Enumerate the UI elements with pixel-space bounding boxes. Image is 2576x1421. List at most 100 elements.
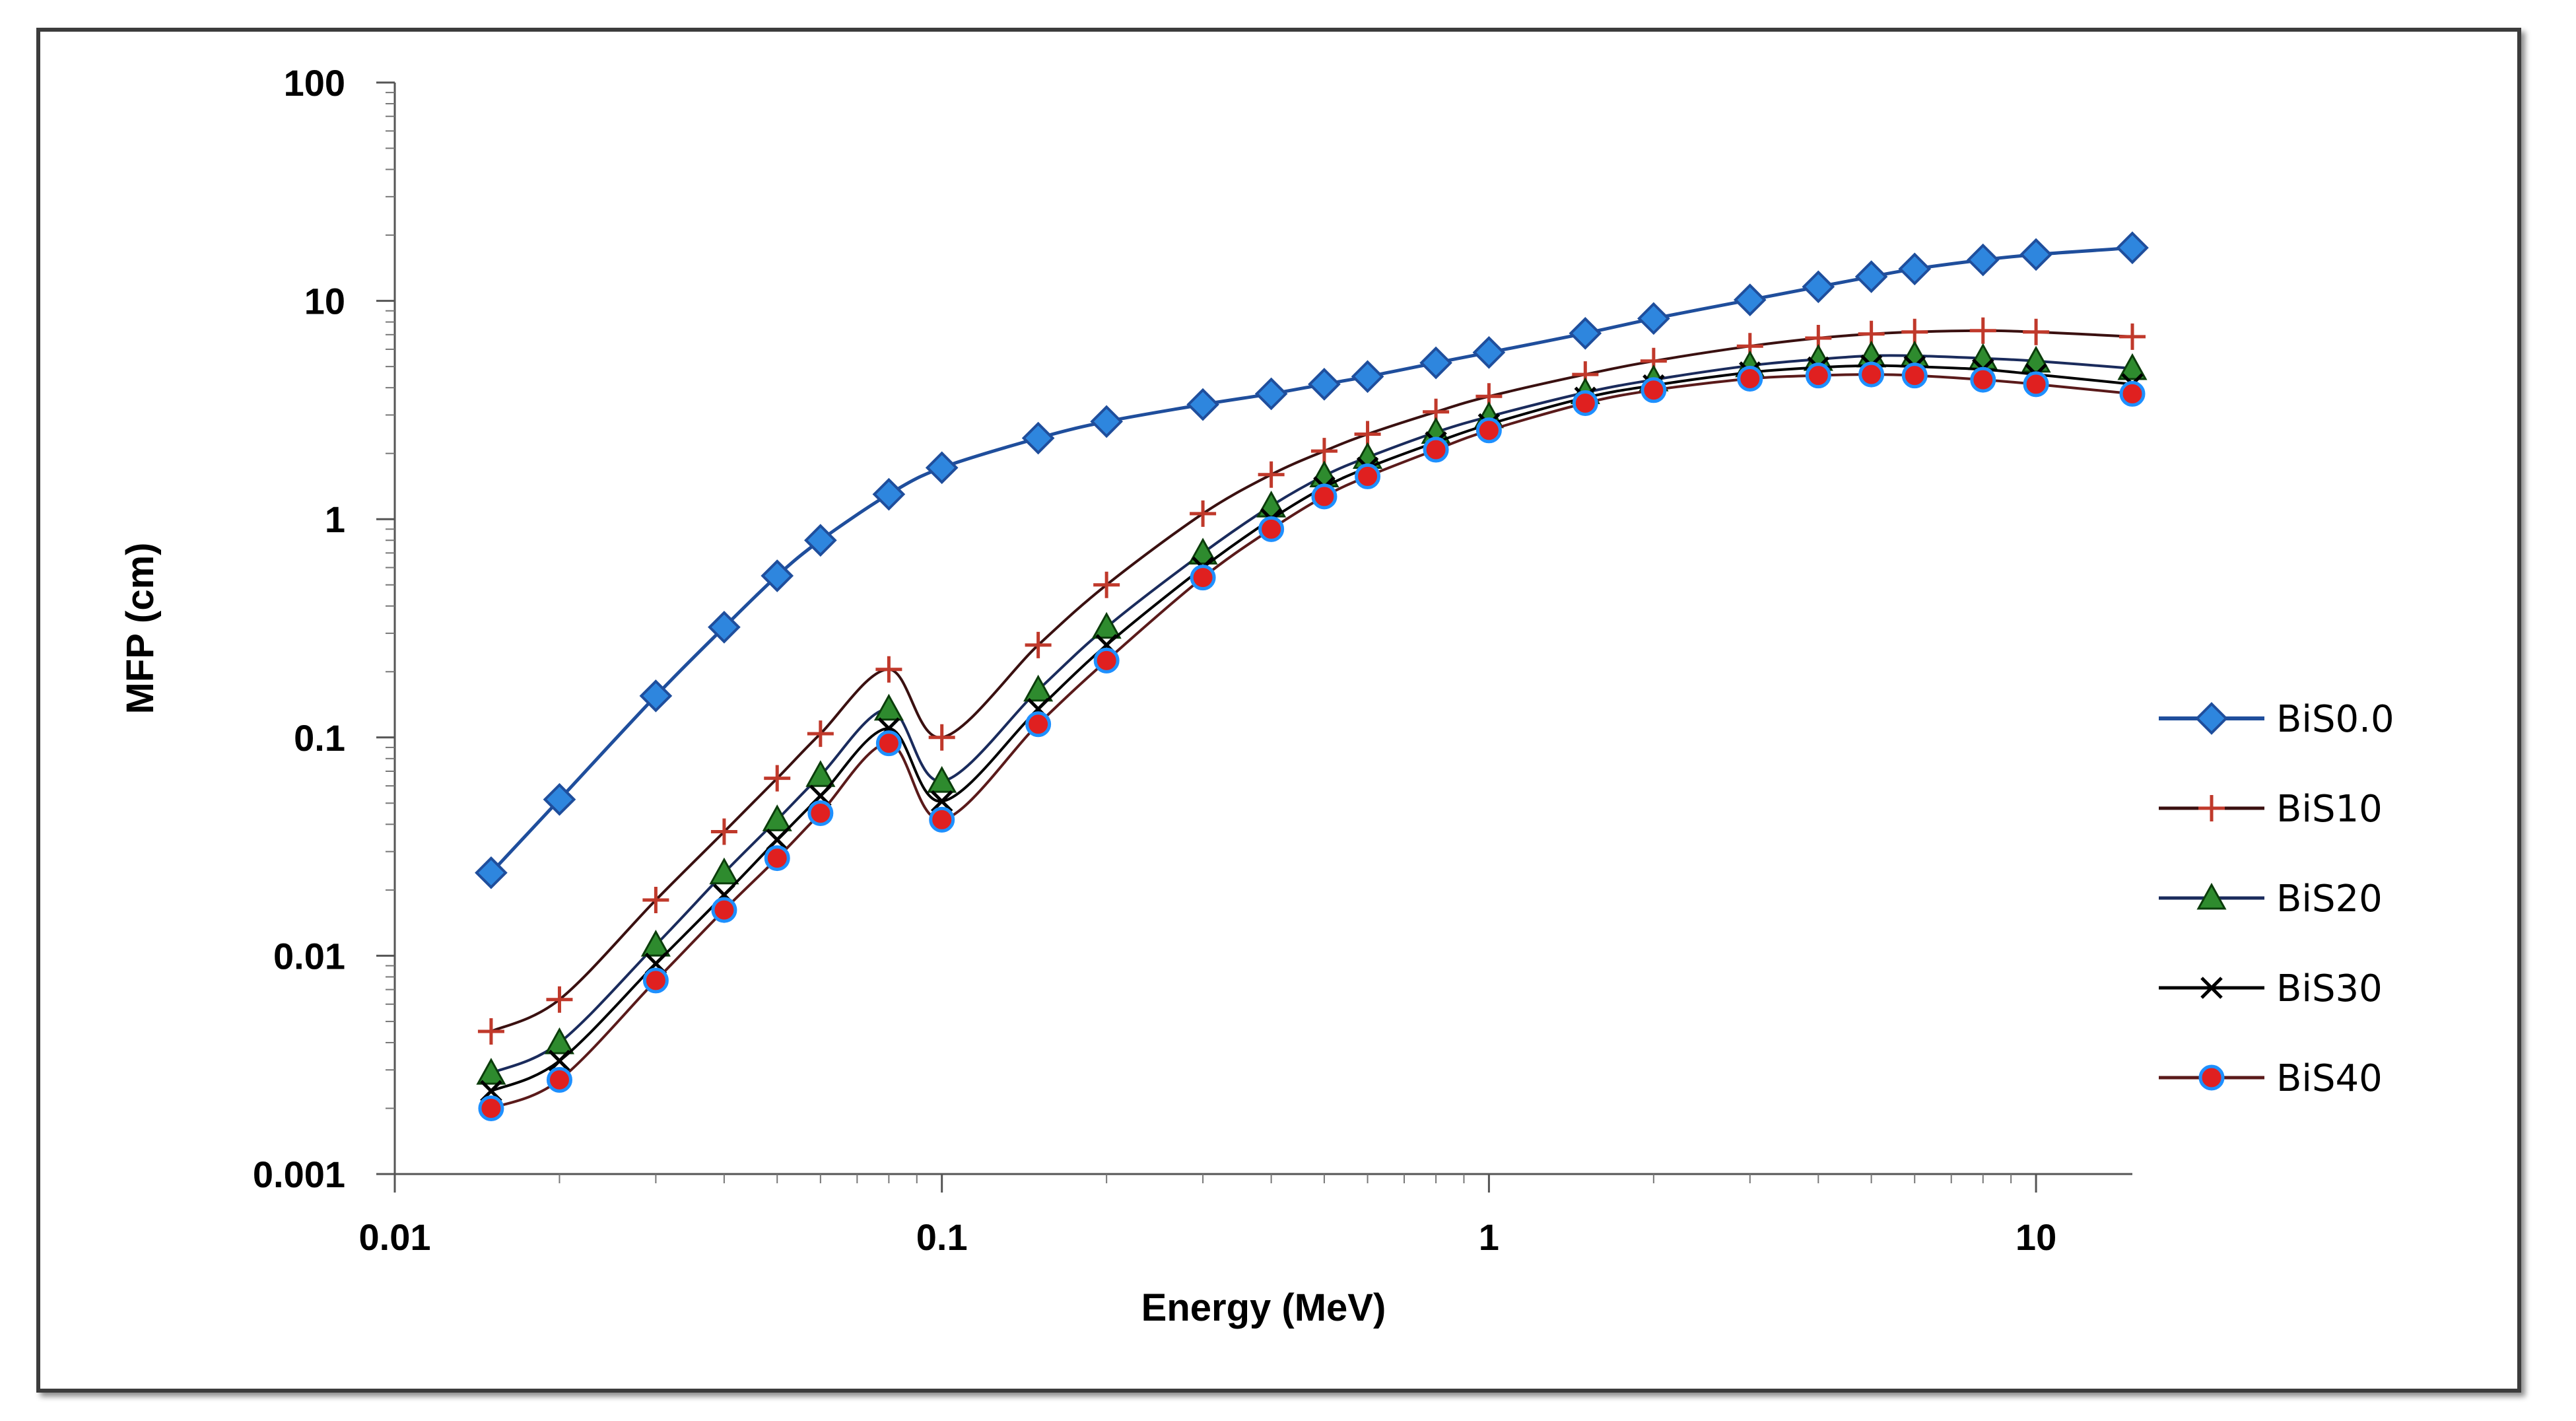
data-point: [1188, 537, 1218, 565]
data-point: [708, 610, 741, 644]
data-point: [478, 1095, 504, 1121]
legend-marker: [2196, 882, 2227, 910]
data-point: [477, 1018, 504, 1045]
series-bis10: [477, 317, 2146, 1045]
data-point: [1802, 270, 1835, 304]
legend-label: BiS30: [2276, 967, 2383, 1010]
legend-marker: [2200, 977, 2223, 999]
legend-item: BiS40: [2159, 1057, 2383, 1100]
legend-marker: [2198, 795, 2225, 821]
data-point: [475, 856, 508, 889]
legend-label: BiS40: [2276, 1057, 2383, 1100]
legend-marker: [2198, 1064, 2225, 1091]
series-bis40: [478, 361, 2146, 1121]
data-point: [1090, 405, 1123, 438]
data-point: [1472, 335, 1506, 369]
series-line: [491, 329, 2133, 1033]
data-point: [761, 559, 794, 592]
y-tick-label: 0.01: [273, 935, 345, 977]
data-point: [1969, 317, 1996, 344]
data-point: [766, 828, 788, 851]
data-point: [1025, 711, 1052, 738]
data-point: [1093, 571, 1120, 598]
data-point: [807, 800, 834, 826]
legend: BiS0.0 BiS10 BiS20 BiS30 BiS40: [2159, 698, 2394, 1100]
legend-marker: [2195, 702, 2228, 735]
data-point: [709, 857, 739, 885]
chart-frame: [36, 28, 2521, 1393]
data-point: [1572, 390, 1598, 416]
data-point: [1641, 377, 1667, 403]
data-point: [710, 818, 737, 845]
data-point: [872, 477, 906, 511]
legend-item: BiS10: [2159, 788, 2383, 831]
data-point: [805, 760, 836, 787]
data-point: [2116, 231, 2149, 265]
data-point: [875, 656, 902, 683]
data-point: [762, 804, 792, 831]
data-point: [1901, 363, 1928, 389]
data-point: [764, 845, 790, 872]
data-point: [1021, 421, 1055, 455]
data-point: [1733, 283, 1767, 316]
data-point: [1190, 565, 1216, 591]
legend-label: BiS0.0: [2276, 698, 2394, 741]
data-point: [804, 524, 837, 557]
data-point: [1311, 483, 1338, 510]
data-point: [1858, 361, 1885, 388]
axes: 0.001 0.01 0.1 1 10 100 0.01 0.1 1 10: [253, 62, 2132, 1258]
data-point: [1351, 360, 1384, 394]
data-point: [1186, 388, 1219, 421]
x-tick-label: 0.1: [916, 1216, 968, 1258]
series-bis30: [480, 354, 2144, 1103]
data-point: [639, 679, 673, 712]
data-point: [1254, 377, 1288, 411]
data-point: [640, 930, 671, 957]
data-point: [930, 790, 953, 813]
data-point: [2117, 353, 2148, 380]
legend-label: BiS10: [2276, 788, 2383, 831]
x-axis-title: Energy (MeV): [1141, 1286, 1386, 1329]
data-point: [929, 806, 955, 833]
data-point: [807, 720, 834, 747]
data-point: [546, 986, 573, 1013]
data-point: [1423, 436, 1449, 463]
data-point: [1025, 631, 1052, 658]
x-tick-label: 10: [2016, 1216, 2056, 1258]
data-point: [2019, 238, 2052, 271]
legend-item: BiS20: [2159, 878, 2383, 920]
data-point: [546, 1066, 572, 1093]
series-bis0-0: [475, 231, 2149, 889]
data-point: [1419, 346, 1452, 380]
legend-item: BiS30: [2159, 967, 2383, 1010]
data-point: [711, 897, 737, 923]
data-point: [543, 782, 576, 816]
data-point: [1569, 316, 1602, 350]
x-tick-label: 0.01: [359, 1216, 431, 1258]
data-point: [2119, 380, 2146, 407]
data-point: [873, 693, 904, 721]
y-tick-label: 10: [304, 281, 345, 322]
data-point: [476, 1058, 506, 1085]
y-tick-label: 100: [284, 62, 345, 104]
data-point: [2119, 323, 2146, 350]
data-point: [1310, 438, 1338, 465]
data-point: [1805, 363, 1831, 389]
y-tick-label: 0.001: [253, 1154, 345, 1195]
data-point: [1737, 365, 1763, 392]
data-point: [642, 887, 669, 914]
x-tick-label: 1: [1479, 1216, 1499, 1258]
data-point: [925, 451, 959, 485]
data-point: [1308, 368, 1341, 401]
data-point: [764, 765, 791, 792]
series-line: [490, 246, 2133, 874]
data-point: [927, 766, 957, 793]
data-point: [1898, 252, 1932, 286]
legend-item: BiS0.0: [2159, 698, 2394, 741]
data-point: [1355, 463, 1381, 489]
data-point: [544, 1027, 575, 1055]
series-bis20: [476, 340, 2148, 1085]
y-tick-label: 1: [325, 499, 345, 540]
data-point: [1258, 516, 1285, 542]
